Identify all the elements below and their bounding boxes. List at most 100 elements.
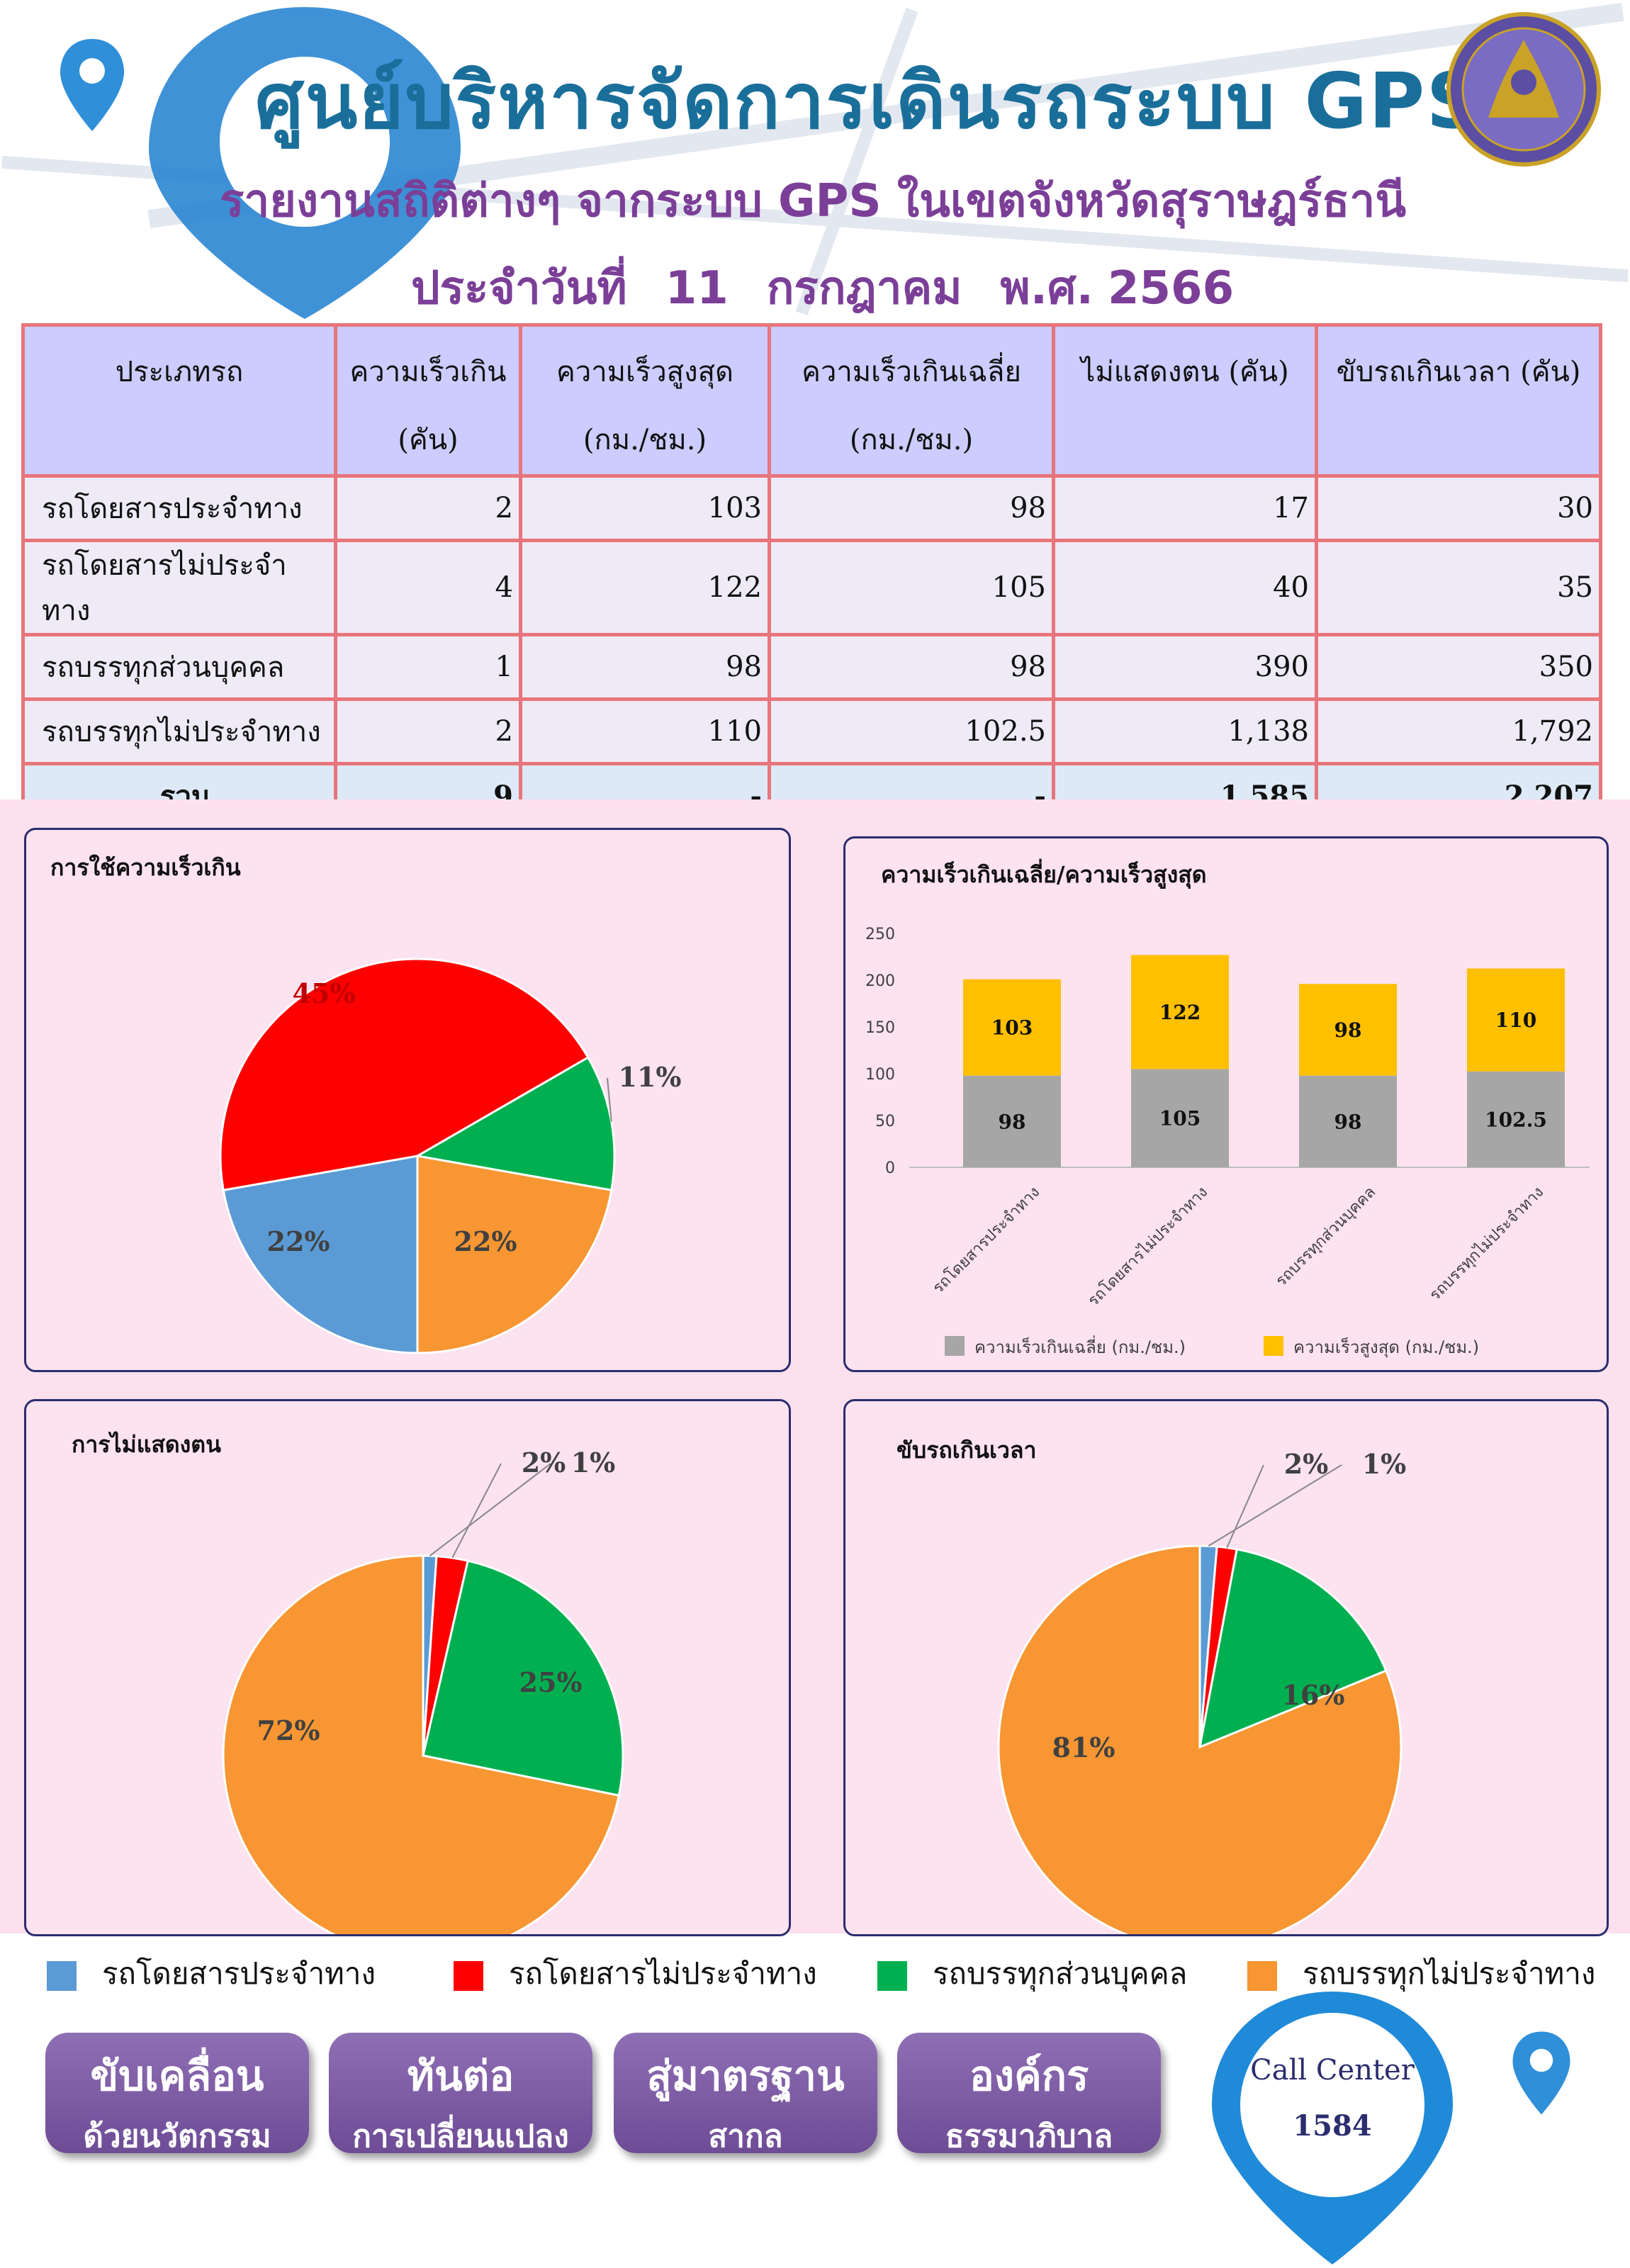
legend-label: รถโดยสารไม่ประจำทาง <box>509 1956 817 1991</box>
date-day: 11 <box>665 262 729 315</box>
cell-overtime: 30 <box>1315 474 1602 542</box>
leader-line <box>429 1463 551 1556</box>
speed-bar-chart: 0 50 100 150 200 250 98 103 รถโดยสารประจำทาง 105 1… <box>865 926 1590 1358</box>
table-header-row: ประเภทรถ ความเร็วเกิน (คัน) ความเร็วสูงสุ… <box>21 323 1602 478</box>
cell-avg-speed: 98 <box>768 474 1055 542</box>
pie-data-label: 2% <box>522 1447 566 1478</box>
bar-data-label: 110 <box>1495 1009 1536 1032</box>
legend-swatch <box>454 1960 483 1991</box>
cell-avg-speed: 102.5 <box>768 697 1055 765</box>
x-tick-label: รถบรรทุกส่วนบุคคล <box>1272 1184 1379 1291</box>
legend-label: รถโดยสารประจำทาง <box>102 1956 376 1991</box>
header-vehicle-type: ประเภทรถ <box>21 323 337 478</box>
pie-slice <box>997 1544 1403 1934</box>
cell-overspeed: 1 <box>334 633 522 701</box>
cell-max-speed: 110 <box>519 697 771 765</box>
cell-overspeed: 2 <box>334 697 522 765</box>
call-center-label: Call Center <box>1250 2054 1415 2087</box>
bar-data-label: 105 <box>1159 1107 1201 1130</box>
legend-item: รถบรรทุกส่วนบุคคล <box>877 1950 1187 1993</box>
cell-avg-speed: 98 <box>768 633 1055 701</box>
page-title: ศูนย์บริหารจัดการเดินรถระบบ GPS <box>255 57 1483 146</box>
vehicle-legend: รถโดยสารประจำทาง รถโดยสารไม่ประจำทาง รถบ… <box>0 1942 1630 2006</box>
date-year: 2566 <box>1107 262 1235 315</box>
map-pin-icon <box>1512 2031 1570 2115</box>
cell-vehicle-type: รถโดยสารไม่ประจำทาง <box>21 539 337 636</box>
cell-max-speed: 98 <box>519 633 771 701</box>
bar-segment <box>1299 984 1397 1076</box>
header-overtime: ขับรถเกินเวลา (คัน) <box>1315 323 1602 478</box>
cell-overspeed: 2 <box>334 474 522 542</box>
date-era: พ.ศ. <box>1000 262 1094 315</box>
bar-data-label: 103 <box>991 1016 1033 1040</box>
overspeed-pie-chart: 22% 45% 11% 22% <box>219 958 682 1354</box>
pie-data-label: 1% <box>1362 1448 1407 1480</box>
y-tick-label: 200 <box>865 972 895 990</box>
x-tick-label: รถบรรทุกไม่ประจำทาง <box>1426 1183 1548 1305</box>
statistics-table: ประเภทรถ ความเร็วเกิน (คัน) ความเร็วสูงสุ… <box>21 323 1602 830</box>
pie-data-label: 2% <box>1284 1448 1329 1480</box>
bar-segment <box>1131 1069 1229 1167</box>
overspeed-pie-panel: การใช้ความเร็วเกิน 22% 45% 11% 22% <box>24 828 791 1372</box>
bar-segment <box>1467 1071 1565 1167</box>
cell-overspeed: 4 <box>334 539 522 636</box>
motto-standard-button[interactable]: สู่มาตรฐาน สากล <box>614 2033 877 2155</box>
x-tick-label: รถโดยสารไม่ประจำทาง <box>1084 1183 1211 1310</box>
y-tick-label: 0 <box>885 1160 895 1177</box>
header-overspeed: ความเร็วเกิน (คัน) <box>334 323 522 478</box>
cell-max-speed: 103 <box>519 474 771 542</box>
cell-no-identify: 17 <box>1052 474 1318 542</box>
motto-change-button[interactable]: ทันต่อ การเปลี่ยนแปลง <box>329 2033 592 2155</box>
table-row: รถโดยสารไม่ประจำทาง 4 122 105 40 35 <box>21 539 1602 636</box>
bar-data-label: 122 <box>1159 1001 1201 1024</box>
bar-segment <box>1467 968 1565 1072</box>
pie-slice <box>1198 1548 1388 1749</box>
call-center-number[interactable]: 1584 <box>1293 2109 1372 2143</box>
header-avg-speed: ความเร็วเกินเฉลี่ย (กม./ชม.) <box>768 323 1055 478</box>
legend-item: รถโดยสารไม่ประจำทาง <box>454 1950 817 1993</box>
bar-segment <box>963 979 1061 1076</box>
overtime-pie-panel: ขับรถเกินเวลา 1% 2% 16% 81% <box>843 1399 1609 1936</box>
bar-data-label: 98 <box>1334 1018 1362 1042</box>
cell-no-identify: 40 <box>1052 539 1318 636</box>
legend-label: ความเร็วสูงสุด (กม./ชม.) <box>1293 1337 1479 1358</box>
header: ศูนย์บริหารจัดการเดินรถระบบ GPS รายงานสถ… <box>0 0 1630 323</box>
x-tick-label: รถโดยสารประจำทาง <box>929 1183 1043 1297</box>
motto-governance-button[interactable]: องค์กร ธรรมาภิบาล <box>897 2033 1161 2155</box>
header-max-speed: ความเร็วสูงสุด (กม./ชม.) <box>519 323 771 478</box>
y-tick-label: 100 <box>865 1066 895 1084</box>
leader-line <box>1208 1464 1342 1547</box>
legend-swatch <box>1264 1336 1283 1356</box>
cell-max-speed: 122 <box>519 539 771 636</box>
leader-line <box>451 1463 502 1559</box>
table-row: รถโดยสารประจำทาง 2 103 98 17 30 <box>21 474 1602 542</box>
bar-segment <box>1299 1075 1397 1167</box>
pie-data-label: 25% <box>519 1666 583 1698</box>
cell-overtime: 35 <box>1315 539 1602 636</box>
pie-data-label: 22% <box>267 1225 330 1257</box>
motto-innovation-button[interactable]: ขับเคลื่อน ด้วยนวัตกรรม <box>45 2033 309 2155</box>
page-subtitle: รายงานสถิติต่างๆ จากระบบ GPS ในเขตจังหวั… <box>220 175 1407 228</box>
speed-bar-panel: ความเร็วเกินเฉลี่ย/ความเร็วสูงสุด 0 50 100… <box>843 836 1609 1372</box>
legend-item: รถบรรทุกไม่ประจำทาง <box>1247 1950 1595 1993</box>
header-no-identify: ไม่แสดงตน (คัน) <box>1052 323 1318 478</box>
pie-data-label: 45% <box>293 977 356 1009</box>
cell-avg-speed: 105 <box>768 539 1055 636</box>
call-center-pin-icon <box>1212 1992 1453 2264</box>
pie-slice <box>219 958 590 1192</box>
chart-title: การใช้ความเร็วเกิน <box>50 854 241 881</box>
bar-data-label: 98 <box>1334 1110 1362 1133</box>
legend-label: รถบรรทุกไม่ประจำทาง <box>1303 1956 1596 1991</box>
chart-title: ขับรถเกินเวลา <box>896 1437 1037 1464</box>
cell-vehicle-type: รถบรรทุกส่วนบุคคล <box>21 633 337 701</box>
no-identify-pie-panel: การไม่แสดงตน 1% 2% 25% 72% <box>24 1399 791 1936</box>
y-tick-label: 250 <box>865 926 895 943</box>
date-prefix: ประจำวันที่ <box>411 262 627 315</box>
pie-data-label: 1% <box>571 1447 616 1478</box>
leader-line <box>1226 1464 1264 1548</box>
no-identify-pie-chart: 1%2% 25% 72% <box>222 1447 624 1934</box>
big-pin-icon <box>149 7 461 319</box>
legend-swatch <box>877 1960 907 1991</box>
pie-slice <box>422 1559 624 1797</box>
map-pin-icon <box>60 39 124 131</box>
